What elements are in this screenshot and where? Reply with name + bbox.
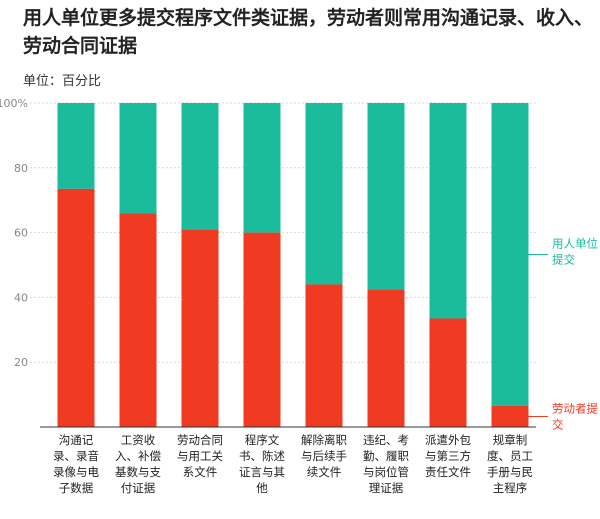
bar-employer (367, 103, 405, 290)
x-category-label: 违纪、考勤、履职与岗位管理证据 (363, 433, 409, 495)
bar-employer (181, 103, 219, 230)
x-category-label: 派遣外包与第三方责任文件 (425, 433, 471, 479)
legend-label-worker: 劳动者提交 (552, 401, 598, 431)
bar-worker (119, 213, 157, 427)
bar-worker (305, 284, 343, 427)
bar-employer (119, 103, 157, 214)
x-category-label: 程序文书、陈述证言与其他 (239, 433, 285, 495)
y-tick-label: 40 (14, 291, 28, 304)
y-tick-label: 80 (14, 162, 28, 175)
bar-worker (367, 289, 405, 427)
bar-employer (243, 103, 281, 233)
bar-worker (491, 405, 529, 427)
bar-employer (429, 103, 467, 319)
bar-worker (181, 229, 219, 427)
x-category-label: 沟通记录、录音录像与电子数据 (53, 433, 99, 495)
chart-title: 用人单位更多提交程序文件类证据，劳动者则常用沟通记录、收入、劳动合同证据 (23, 7, 594, 57)
legend-label-employer: 用人单位提交 (552, 236, 598, 266)
bar-employer (305, 103, 343, 285)
bar-employer (57, 103, 95, 189)
bar-worker (57, 188, 95, 427)
bar-worker (243, 232, 281, 427)
unit-label: 单位：百分比 (23, 74, 102, 89)
bar-employer (491, 103, 529, 406)
y-tick-label: 60 (14, 227, 28, 240)
x-category-label: 工资收入、补偿基数与支付证据 (115, 433, 161, 495)
x-category-label: 劳动合同与用工关系文件 (177, 433, 223, 479)
bar-worker (429, 318, 467, 427)
x-category-label: 解除离职与后续手续文件 (301, 433, 347, 479)
y-tick-label: 20 (14, 356, 28, 369)
x-category-label: 规章制度、员工手册与民主程序 (487, 433, 533, 495)
y-tick-label: 100% (0, 97, 28, 110)
